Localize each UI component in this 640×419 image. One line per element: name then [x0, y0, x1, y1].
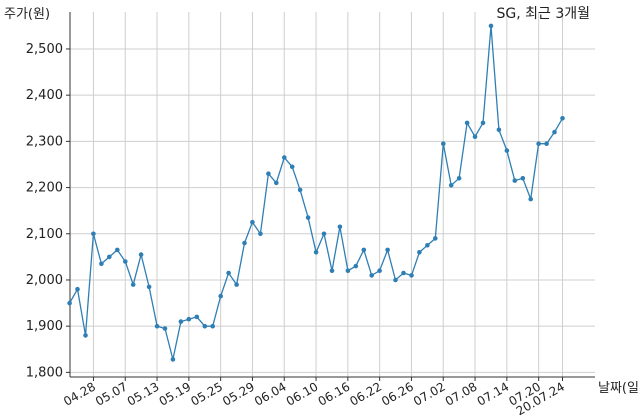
- data-point-52: [480, 120, 486, 126]
- x-tick-labels: 04.2805.0705.1305.1905.2505.2906.0406.10…: [61, 377, 567, 418]
- x-axis-label: 날짜(일): [598, 381, 640, 396]
- data-point-48: [448, 183, 454, 188]
- data-point-7: [123, 259, 128, 264]
- data-point-12: [162, 326, 168, 331]
- x-tick-label-4: 05.25: [188, 379, 225, 408]
- data-point-58: [528, 196, 533, 202]
- data-point-57: [520, 176, 526, 181]
- data-point-42: [401, 270, 406, 276]
- data-point-40: [385, 247, 390, 253]
- y-tick-labels: 1,800 1,900 2,000 2,100 2,200 2,300 2,400 2,500: [26, 42, 70, 380]
- data-point-38: [369, 273, 375, 278]
- data-point-50: [464, 120, 470, 126]
- data-point-4: [99, 261, 104, 267]
- data-point-28: [289, 164, 295, 170]
- data-point-32: [321, 231, 327, 237]
- data-point-14: [178, 319, 184, 324]
- y-tick-label-6: 2,400: [26, 88, 63, 103]
- data-point-61: [552, 129, 557, 135]
- data-point-11: [154, 323, 160, 329]
- data-point-3: [91, 231, 96, 237]
- data-point-35: [345, 268, 351, 274]
- x-tick-label-13: 07.14: [475, 379, 512, 408]
- data-point-54: [496, 127, 502, 133]
- data-point-23: [250, 219, 255, 225]
- data-point-16: [194, 314, 200, 320]
- x-tick-label-3: 05.19: [157, 379, 194, 408]
- grid-lines: [70, 12, 595, 377]
- data-point-24: [258, 231, 263, 237]
- x-tick-label-7: 06.10: [284, 379, 321, 408]
- chart-title: SG, 최근 3개월: [496, 6, 590, 22]
- y-tick-label-1: 1,900: [26, 319, 63, 334]
- data-point-37: [361, 247, 367, 253]
- x-tick-label-5: 05.29: [220, 379, 257, 408]
- x-tick-label-0: 04.28: [61, 379, 98, 408]
- x-tick-label-11: 07.02: [411, 379, 448, 408]
- y-tick-label-0: 1,800: [26, 365, 63, 380]
- data-point-56: [512, 178, 518, 183]
- price-points: [67, 23, 565, 362]
- data-point-25: [266, 171, 271, 176]
- data-point-27: [282, 155, 287, 160]
- x-tick-label-1: 05.07: [93, 379, 130, 408]
- y-tick-label-4: 2,200: [26, 181, 63, 196]
- data-point-2: [83, 333, 88, 338]
- data-point-31: [313, 250, 319, 255]
- axes: [69, 12, 595, 378]
- data-point-49: [456, 176, 462, 181]
- data-point-26: [274, 180, 279, 186]
- data-point-33: [329, 268, 335, 274]
- x-tick-label-2: 05.13: [125, 379, 162, 408]
- data-point-1: [75, 286, 80, 292]
- data-point-59: [536, 141, 541, 146]
- x-tick-label-12: 07.08: [443, 379, 480, 408]
- data-point-13: [170, 357, 176, 362]
- data-point-45: [425, 243, 430, 248]
- data-point-22: [242, 240, 247, 246]
- y-tick-label-7: 2,500: [26, 42, 63, 57]
- data-point-18: [210, 323, 215, 329]
- data-point-8: [130, 282, 136, 287]
- data-point-34: [337, 224, 343, 230]
- data-point-10: [146, 284, 152, 290]
- data-point-46: [433, 236, 438, 241]
- data-point-17: [202, 323, 208, 329]
- data-point-60: [544, 141, 549, 146]
- data-point-51: [472, 134, 478, 139]
- data-point-41: [393, 277, 398, 283]
- data-point-53: [488, 23, 494, 29]
- y-tick-label-2: 2,000: [26, 273, 63, 288]
- data-point-15: [186, 316, 192, 322]
- data-point-6: [115, 247, 120, 253]
- x-tick-label-8: 06.16: [316, 379, 353, 408]
- data-point-43: [409, 273, 414, 278]
- data-point-55: [504, 148, 510, 153]
- data-point-5: [107, 254, 112, 260]
- data-point-9: [138, 252, 144, 257]
- data-point-36: [353, 263, 359, 269]
- data-point-30: [305, 215, 311, 220]
- data-point-20: [226, 270, 231, 276]
- data-point-62: [560, 116, 565, 121]
- data-point-44: [417, 250, 422, 255]
- x-tick-label-9: 06.22: [347, 379, 384, 408]
- data-point-47: [441, 141, 446, 146]
- data-point-39: [377, 268, 382, 274]
- data-point-0: [67, 300, 72, 306]
- data-point-21: [234, 282, 239, 287]
- data-point-29: [297, 187, 303, 193]
- data-point-19: [218, 293, 223, 299]
- y-tick-label-3: 2,100: [26, 227, 63, 242]
- x-tick-label-6: 06.04: [252, 379, 289, 408]
- x-tick-label-10: 06.26: [379, 379, 416, 408]
- y-axis-label: 주가(원): [4, 7, 50, 22]
- y-tick-label-5: 2,300: [26, 134, 63, 149]
